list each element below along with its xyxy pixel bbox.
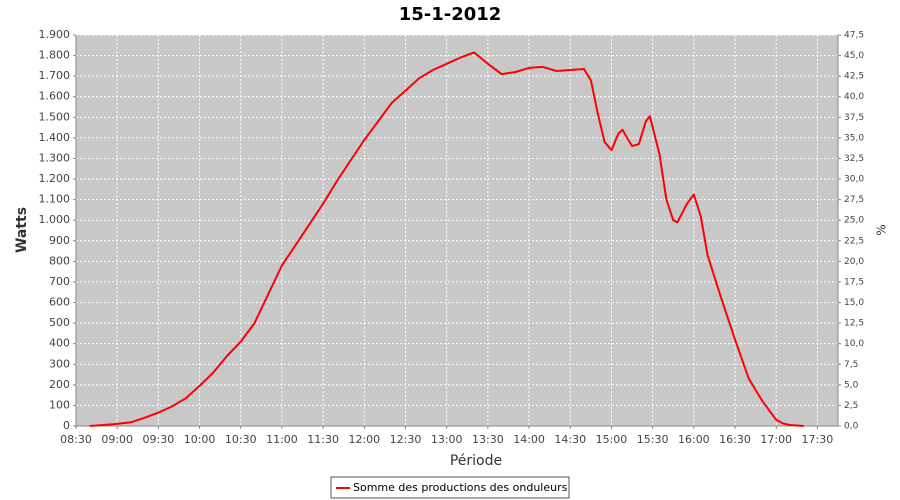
y-tick-label: 1.600: [39, 90, 71, 103]
y-tick-label: 800: [49, 254, 70, 267]
y-tick-label: 0: [63, 419, 70, 432]
y-tick-label: 700: [49, 275, 70, 288]
y-tick-label: 100: [49, 398, 70, 411]
y-tick-label: 600: [49, 296, 70, 309]
y-tick-label: 400: [49, 337, 70, 350]
x-tick-label: 13:00: [431, 433, 463, 446]
y-tick-label: 1.300: [39, 151, 71, 164]
x-tick-label: 12:30: [390, 433, 422, 446]
x-tick-label: 16:00: [678, 433, 710, 446]
x-tick-label: 09:30: [143, 433, 175, 446]
plot-area: [76, 35, 838, 426]
y-tick-label: 1.400: [39, 131, 71, 144]
chart-title: 15-1-2012: [399, 4, 502, 25]
y2-tick-label: 45,0: [844, 51, 864, 61]
x-tick-label: 16:30: [719, 433, 751, 446]
legend-label: Somme des productions des onduleurs: [353, 481, 568, 494]
x-tick-label: 14:30: [554, 433, 586, 446]
y2-tick-label: 5,0: [844, 380, 859, 390]
y-tick-label: 200: [49, 378, 70, 391]
y2-tick-label: 27,5: [844, 195, 864, 205]
y2-tick-label: 12,5: [844, 319, 864, 329]
y-tick-label: 1.900: [39, 28, 71, 41]
y2-tick-label: 0,0: [844, 422, 859, 432]
y2-tick-label: 37,5: [844, 113, 864, 123]
y2-tick-label: 7,5: [844, 360, 858, 370]
y2-tick-label: 20,0: [844, 257, 864, 267]
x-tick-label: 15:00: [596, 433, 628, 446]
y2-tick-label: 30,0: [844, 175, 864, 185]
y2-tick-label: 35,0: [844, 133, 864, 143]
x-tick-label: 10:00: [184, 433, 216, 446]
y2-tick-label: 22,5: [844, 236, 864, 246]
y-tick-label: 1.100: [39, 193, 71, 206]
y-tick-label: 1.000: [39, 213, 71, 226]
y2-tick-label: 25,0: [844, 216, 864, 226]
y2-tick-label: 32,5: [844, 154, 864, 164]
x-tick-label: 15:30: [637, 433, 669, 446]
x-tick-label: 08:30: [60, 433, 92, 446]
y2-tick-label: 40,0: [844, 92, 864, 102]
x-tick-label: 11:00: [266, 433, 298, 446]
legend: [330, 476, 570, 499]
line: [89, 51, 804, 427]
y2-tick-label: 17,5: [844, 277, 864, 287]
x-axis-label: Période: [450, 453, 502, 469]
y-tick-label: 1.700: [39, 69, 71, 82]
x-tick-label: 12:00: [348, 433, 380, 446]
x-tick-label: 10:30: [225, 433, 257, 446]
x-tick-label: 17:00: [760, 433, 792, 446]
y2-tick-label: 10,0: [844, 339, 864, 349]
x-tick-label: 09:00: [101, 433, 133, 446]
y2-tick-label: 15,0: [844, 298, 864, 308]
y2-tick-label: 47,5: [844, 31, 864, 41]
y-axis-label: Watts: [14, 207, 30, 253]
y2-axis-label: %: [875, 224, 889, 235]
y-tick-label: 900: [49, 234, 70, 247]
y-tick-label: 500: [49, 316, 70, 329]
y2-tick-label: 42,5: [844, 72, 864, 82]
y-tick-label: 1.800: [39, 49, 71, 62]
y-tick-label: 300: [49, 357, 70, 370]
y-tick-label: 1.500: [39, 110, 71, 123]
x-tick-label: 11:30: [307, 433, 339, 446]
x-tick-label: 17:30: [802, 433, 834, 446]
x-tick-label: 13:30: [472, 433, 504, 446]
y2-tick-label: 2,5: [844, 401, 858, 411]
x-tick-label: 14:00: [513, 433, 545, 446]
y-tick-label: 1.200: [39, 172, 71, 185]
